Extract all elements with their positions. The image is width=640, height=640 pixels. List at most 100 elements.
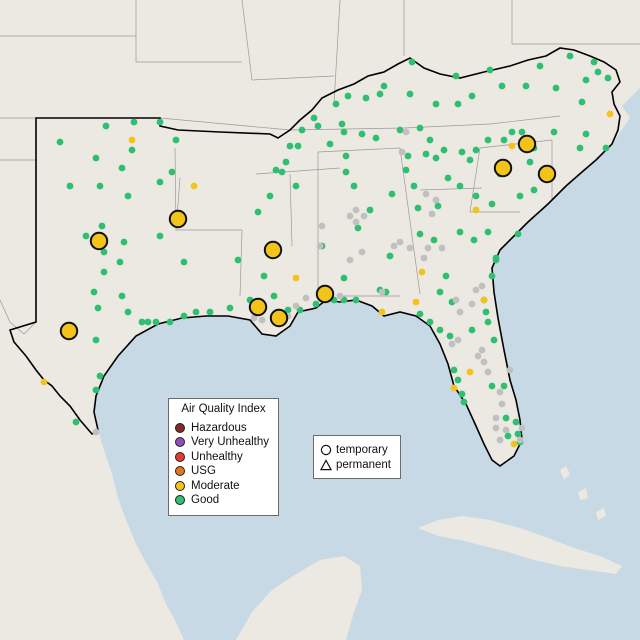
monitor-site-no-data <box>498 400 506 408</box>
monitor-site-good <box>96 182 104 190</box>
monitor-site-good <box>278 168 286 176</box>
monitor-site-good <box>432 154 440 162</box>
monitor-site-no-data <box>358 248 366 256</box>
monitor-site-moderate <box>378 308 386 316</box>
monitor-site-good <box>120 238 128 246</box>
monitor-site-good <box>456 182 464 190</box>
monitor-site-good <box>388 190 396 198</box>
circle-icon <box>320 444 332 456</box>
monitor-site-good <box>472 146 480 154</box>
monitor-site-good <box>408 58 416 66</box>
monitor-site-no-data <box>346 212 354 220</box>
monitor-site-no-data <box>406 244 414 252</box>
monitor-site-no-data <box>424 244 432 252</box>
legend-item-permanent: permanent <box>320 458 391 472</box>
monitor-site-good <box>442 272 450 280</box>
monitor-site-good <box>484 228 492 236</box>
monitor-site-moderate <box>450 384 458 392</box>
temporary-site-moderate <box>248 297 268 317</box>
monitor-site-good <box>482 308 490 316</box>
usg-swatch <box>175 466 185 476</box>
monitor-site-good <box>518 128 526 136</box>
monitor-site-good <box>376 90 384 98</box>
monitor-site-good <box>284 306 292 314</box>
legend-item-usg: USG <box>175 464 216 478</box>
monitor-site-good <box>446 332 454 340</box>
very-unhealthy-swatch <box>175 437 185 447</box>
monitor-site-good <box>486 66 494 74</box>
monitor-site-good <box>604 74 612 82</box>
monitor-site-good <box>332 100 340 108</box>
monitor-site-good <box>484 136 492 144</box>
monitor-site-good <box>94 304 102 312</box>
monitor-site-no-data <box>420 254 428 262</box>
monitor-site-good <box>254 208 262 216</box>
monitor-site-good <box>582 76 590 84</box>
monitor-site-good <box>470 236 478 244</box>
monitor-site-good <box>340 128 348 136</box>
monitor-site-good <box>452 72 460 80</box>
monitor-site-no-data <box>432 196 440 204</box>
monitor-site-no-data <box>316 242 324 250</box>
cuba-land <box>418 516 622 574</box>
monitor-site-no-data <box>492 424 500 432</box>
monitor-site-good <box>526 158 534 166</box>
aqi-legend: Air Quality Index Hazardous Very Unhealt… <box>168 398 279 516</box>
unhealthy-swatch <box>175 452 185 462</box>
monitor-site-good <box>362 94 370 102</box>
monitor-site-good <box>138 318 146 326</box>
permanent-label: permanent <box>336 459 391 471</box>
monitor-site-no-data <box>454 336 462 344</box>
monitor-site-good <box>426 318 434 326</box>
region-outline <box>8 47 621 467</box>
triangle-icon <box>320 459 332 471</box>
monitor-site-moderate <box>466 368 474 376</box>
monitor-site-good <box>514 430 522 438</box>
legend-item-moderate: Moderate <box>175 479 240 493</box>
monitor-site-good <box>566 52 574 60</box>
monitor-site-good <box>342 152 350 160</box>
monitor-site-no-data <box>92 428 100 436</box>
monitor-site-good <box>454 100 462 108</box>
monitor-site-good <box>414 204 422 212</box>
monitor-site-no-data <box>452 296 460 304</box>
monitor-site-good <box>92 386 100 394</box>
monitor-site-no-data <box>496 388 504 396</box>
monitor-site-good <box>602 144 610 152</box>
monitor-site-good <box>490 336 498 344</box>
monitor-site-moderate <box>508 142 516 150</box>
monitor-site-moderate <box>40 378 48 386</box>
monitor-site-good <box>156 178 164 186</box>
monitor-site-no-data <box>360 212 368 220</box>
monitor-site-good <box>206 308 214 316</box>
monitor-site-moderate <box>510 440 518 448</box>
monitor-site-good <box>82 232 90 240</box>
monitor-site-good <box>352 296 360 304</box>
monitor-site-good <box>338 120 346 128</box>
monitor-site-good <box>100 248 108 256</box>
monitor-site-good <box>426 136 434 144</box>
monitor-site-good <box>422 150 430 158</box>
monitor-site-good <box>472 192 480 200</box>
monitor-site-good <box>286 142 294 150</box>
temporary-site-moderate <box>168 209 188 229</box>
monitor-site-no-data <box>478 282 486 290</box>
monitor-site-good <box>92 336 100 344</box>
monitor-site-moderate <box>606 110 614 118</box>
legend-item-very-unhealthy: Very Unhealthy <box>175 435 269 449</box>
monitor-site-good <box>492 256 500 264</box>
monitor-site-no-data <box>336 292 344 300</box>
monitor-site-no-data <box>456 308 464 316</box>
monitor-site-good <box>116 258 124 266</box>
monitor-site-good <box>434 202 442 210</box>
monitor-site-moderate <box>292 274 300 282</box>
monitor-site-no-data <box>478 346 486 354</box>
monitor-site-good <box>402 166 410 174</box>
temporary-site-moderate <box>59 321 79 341</box>
monitor-site-good <box>410 182 418 190</box>
monitor-site-good <box>226 304 234 312</box>
monitor-site-no-data <box>484 368 492 376</box>
monitor-site-no-data <box>448 340 456 348</box>
monitor-site-good <box>152 318 160 326</box>
